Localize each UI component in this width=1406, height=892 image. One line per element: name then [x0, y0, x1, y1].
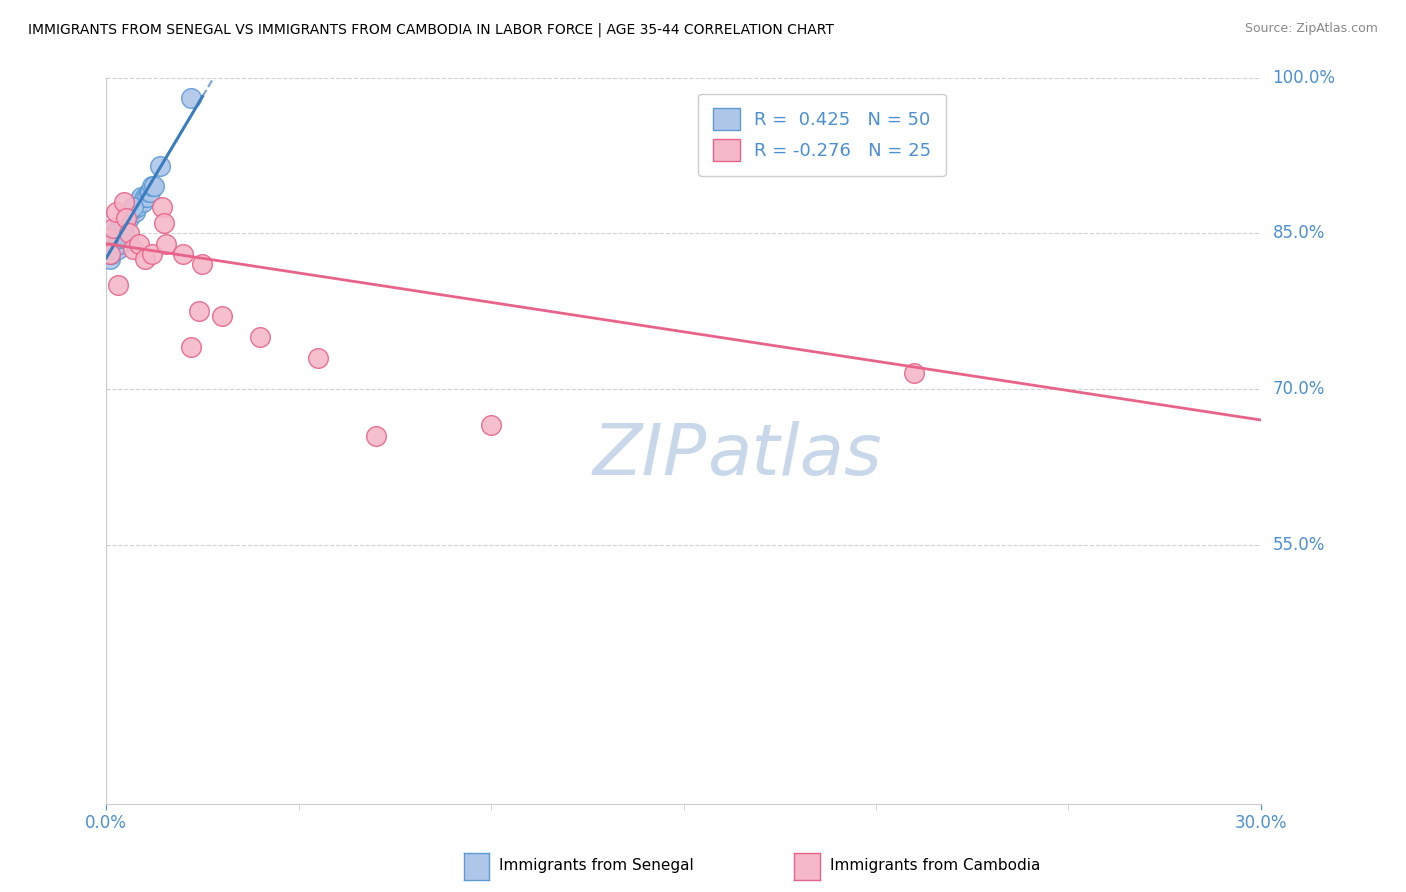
Point [101, 221, 124, 235]
Point [125, 200, 148, 214]
Point [112, 195, 135, 210]
Text: 85.0%: 85.0% [1272, 224, 1324, 243]
Point [124, 205, 146, 219]
Point [180, 340, 202, 354]
Text: IMMIGRANTS FROM SENEGAL VS IMMIGRANTS FROM CAMBODIA IN LABOR FORCE | AGE 35-44 C: IMMIGRANTS FROM SENEGAL VS IMMIGRANTS FR… [28, 22, 834, 37]
Point [111, 236, 134, 251]
Point [150, 200, 173, 214]
Point [108, 226, 131, 240]
Point [104, 226, 127, 240]
Point [129, 190, 152, 204]
Point [108, 231, 131, 245]
Point [118, 211, 141, 225]
Text: Immigrants from Cambodia: Immigrants from Cambodia [830, 858, 1040, 872]
Legend: R =  0.425   N = 50, R = -0.276   N = 25: R = 0.425 N = 50, R = -0.276 N = 25 [699, 94, 946, 176]
Point [191, 257, 214, 271]
Point [187, 304, 209, 318]
Point [98, 247, 121, 261]
Point [117, 211, 139, 225]
Point [135, 190, 157, 204]
Point [114, 216, 136, 230]
Point [134, 190, 156, 204]
Point [115, 211, 138, 225]
Point [117, 226, 139, 240]
Point [153, 216, 176, 230]
Text: ZIP: ZIP [592, 421, 707, 490]
Point [141, 179, 163, 194]
Point [110, 236, 132, 251]
Point [141, 247, 163, 261]
Point [122, 242, 145, 256]
Text: 55.0%: 55.0% [1272, 535, 1324, 554]
Text: 100.0%: 100.0% [1272, 69, 1336, 87]
Point [122, 200, 145, 214]
Point [111, 226, 134, 240]
Point [112, 226, 135, 240]
Point [98, 247, 121, 261]
Point [105, 236, 128, 251]
Point [100, 247, 122, 261]
Point [128, 195, 150, 210]
Point [107, 278, 129, 293]
Point [97, 231, 120, 245]
Point [108, 236, 131, 251]
Text: Immigrants from Senegal: Immigrants from Senegal [499, 858, 695, 872]
Point [132, 195, 155, 210]
Point [112, 221, 135, 235]
Point [122, 200, 145, 214]
Point [128, 236, 150, 251]
Point [120, 205, 142, 219]
Point [104, 231, 127, 245]
Point [307, 351, 329, 365]
Point [101, 242, 124, 256]
Point [98, 252, 121, 267]
Point [114, 216, 136, 230]
Text: atlas: atlas [707, 421, 882, 490]
Point [104, 236, 127, 251]
Point [111, 226, 134, 240]
Text: 70.0%: 70.0% [1272, 380, 1324, 398]
Point [97, 242, 120, 256]
Point [101, 242, 124, 256]
Point [100, 236, 122, 251]
Point [110, 231, 132, 245]
Point [903, 366, 925, 380]
Point [118, 205, 141, 219]
Point [180, 91, 202, 105]
Point [107, 221, 129, 235]
Point [149, 159, 172, 173]
Point [105, 226, 128, 240]
Point [97, 231, 120, 245]
Point [364, 428, 387, 442]
Text: Source: ZipAtlas.com: Source: ZipAtlas.com [1244, 22, 1378, 36]
Point [155, 236, 177, 251]
Point [114, 231, 136, 245]
Point [249, 330, 271, 344]
Point [211, 310, 233, 324]
Point [143, 179, 166, 194]
Point [139, 185, 162, 199]
Point [104, 205, 127, 219]
Point [138, 185, 160, 199]
Point [111, 221, 134, 235]
Point [107, 242, 129, 256]
Point [479, 418, 502, 433]
Point [134, 252, 156, 267]
Point [172, 247, 194, 261]
Point [101, 236, 124, 251]
Point [103, 231, 125, 245]
